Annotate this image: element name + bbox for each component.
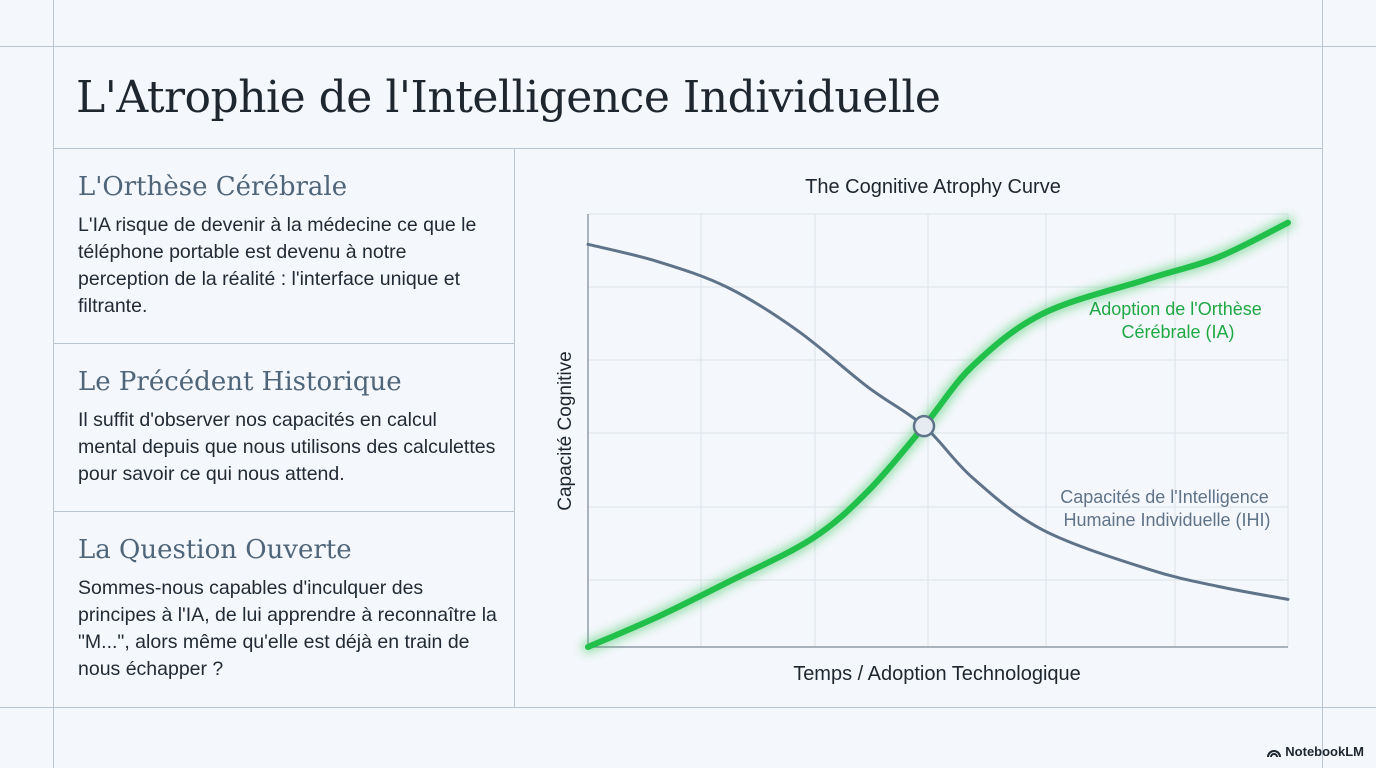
- y-axis-label: Capacité Cognitive: [555, 351, 576, 510]
- guide-line-section-divider-2: [54, 511, 514, 512]
- guide-line-column-divider: [514, 148, 515, 707]
- chart-series: [582, 216, 1294, 653]
- series-label-line: Capacités de l'Intelligence: [1060, 487, 1269, 507]
- section-body: Il suffit d'observer nos capacités en ca…: [78, 409, 496, 485]
- series-line-ihi: [586, 242, 1290, 601]
- section-body: L'IA risque de devenir à la médecine ce …: [78, 214, 477, 317]
- series-label-line: Adoption de l'Orthèse: [1089, 299, 1262, 319]
- guide-line-bottom: [0, 707, 1376, 708]
- section-question: La Question Ouverte Sommes-nous capables…: [78, 535, 498, 683]
- chart-axes: [587, 214, 1288, 648]
- cognitive-atrophy-chart: The Cognitive Atrophy Curve Temps / Adop…: [555, 176, 1294, 685]
- guide-line-left: [53, 0, 54, 768]
- series-label-line: Cérébrale (IA): [1121, 322, 1234, 342]
- x-axis-label: Temps / Adoption Technologique: [793, 663, 1081, 685]
- notebooklm-logo: NotebookLM: [1267, 744, 1364, 759]
- guide-line-right: [1322, 0, 1323, 768]
- section-orthese: L'Orthèse Cérébrale L'IA risque de deven…: [78, 172, 498, 320]
- series-label-line: Humaine Individuelle (IHI): [1063, 510, 1270, 530]
- guide-line-top: [0, 46, 1376, 47]
- series-label-adoption: Adoption de l'Orthèse Cérébrale (IA): [1089, 299, 1267, 342]
- chart-title: The Cognitive Atrophy Curve: [805, 176, 1061, 198]
- series-glow-ia: [582, 216, 1294, 653]
- page-title: L'Atrophie de l'Intelligence Individuell…: [76, 72, 941, 123]
- brand-name: NotebookLM: [1285, 744, 1364, 759]
- section-heading: L'Orthèse Cérébrale: [78, 172, 348, 202]
- section-body: Sommes-nous capables d'inculquer des pri…: [78, 577, 497, 680]
- intersection-point: [912, 414, 936, 438]
- guide-line-section-divider-1: [54, 343, 514, 344]
- guide-line-title-bottom: [54, 148, 1322, 149]
- section-heading: La Question Ouverte: [78, 535, 352, 565]
- notebooklm-icon: [1267, 749, 1282, 757]
- section-heading: Le Précédent Historique: [78, 367, 402, 397]
- chart-grid: [587, 213, 1289, 647]
- section-precedent: Le Précédent Historique Il suffit d'obse…: [78, 367, 498, 488]
- series-label-ihi: Capacités de l'Intelligence Humaine Indi…: [1060, 487, 1274, 530]
- series-line-ia: [585, 219, 1291, 650]
